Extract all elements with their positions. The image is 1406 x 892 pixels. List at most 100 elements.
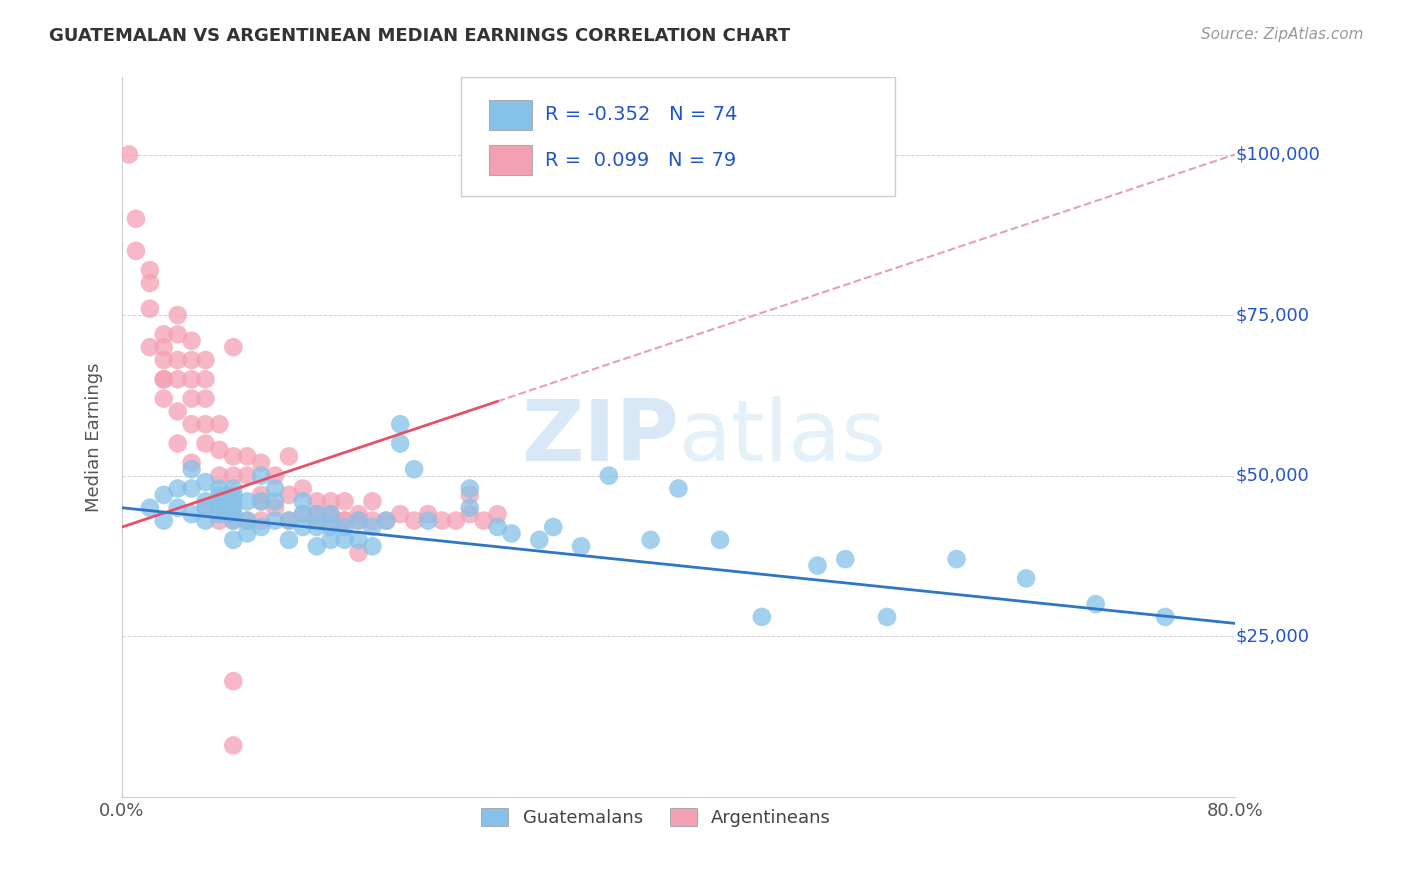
Point: [305, 507, 328, 521]
Point: [361, 494, 384, 508]
Point: [222, 468, 245, 483]
Point: [118, 147, 141, 161]
Text: $50,000: $50,000: [1236, 467, 1309, 484]
Text: $75,000: $75,000: [1236, 306, 1310, 324]
Legend: Guatemalans, Argentineans: Guatemalans, Argentineans: [474, 801, 838, 835]
Point: [834, 552, 856, 566]
Point: [180, 392, 202, 406]
Point: [291, 520, 314, 534]
Point: [194, 353, 217, 368]
Point: [416, 507, 439, 521]
Point: [751, 610, 773, 624]
Point: [166, 327, 188, 342]
Point: [278, 450, 301, 464]
Point: [458, 488, 481, 502]
Text: R = -0.352   N = 74: R = -0.352 N = 74: [546, 105, 737, 124]
Point: [1154, 610, 1177, 624]
Point: [389, 436, 412, 450]
Point: [250, 520, 273, 534]
Point: [222, 514, 245, 528]
FancyBboxPatch shape: [489, 100, 531, 130]
Point: [152, 488, 174, 502]
Point: [166, 482, 188, 496]
Point: [333, 514, 356, 528]
Point: [945, 552, 967, 566]
Point: [236, 450, 259, 464]
Point: [180, 372, 202, 386]
Point: [208, 482, 231, 496]
Point: [305, 507, 328, 521]
Text: atlas: atlas: [678, 396, 886, 479]
Point: [389, 417, 412, 432]
Point: [347, 514, 370, 528]
Point: [291, 507, 314, 521]
Point: [319, 533, 342, 547]
Point: [278, 514, 301, 528]
Point: [1084, 597, 1107, 611]
Point: [222, 514, 245, 528]
Point: [180, 353, 202, 368]
Point: [222, 340, 245, 354]
Point: [166, 353, 188, 368]
Point: [472, 514, 495, 528]
Point: [375, 514, 398, 528]
Point: [305, 514, 328, 528]
Point: [194, 417, 217, 432]
Point: [236, 494, 259, 508]
Point: [194, 494, 217, 508]
Point: [375, 514, 398, 528]
Point: [180, 456, 202, 470]
Point: [319, 507, 342, 521]
Point: [333, 494, 356, 508]
Point: [139, 301, 162, 316]
Text: $25,000: $25,000: [1236, 627, 1310, 645]
Point: [208, 488, 231, 502]
Point: [876, 610, 898, 624]
Point: [125, 244, 148, 258]
Point: [139, 276, 162, 290]
Point: [319, 494, 342, 508]
Point: [222, 494, 245, 508]
Point: [264, 482, 287, 496]
Point: [180, 417, 202, 432]
Point: [278, 514, 301, 528]
Point: [166, 436, 188, 450]
Point: [291, 494, 314, 508]
Point: [194, 372, 217, 386]
Point: [264, 468, 287, 483]
Point: [569, 539, 592, 553]
Point: [264, 500, 287, 515]
Point: [222, 482, 245, 496]
Point: [236, 526, 259, 541]
Point: [1015, 571, 1038, 585]
Point: [250, 488, 273, 502]
Point: [640, 533, 662, 547]
Text: Source: ZipAtlas.com: Source: ZipAtlas.com: [1201, 27, 1364, 42]
Point: [361, 539, 384, 553]
Point: [264, 514, 287, 528]
Point: [264, 494, 287, 508]
Point: [416, 514, 439, 528]
Text: R =  0.099   N = 79: R = 0.099 N = 79: [546, 151, 737, 169]
Point: [166, 404, 188, 418]
Point: [333, 520, 356, 534]
Point: [139, 340, 162, 354]
Point: [347, 507, 370, 521]
Point: [278, 488, 301, 502]
Point: [305, 539, 328, 553]
Point: [222, 488, 245, 502]
Y-axis label: Median Earnings: Median Earnings: [86, 362, 103, 512]
Point: [347, 533, 370, 547]
Point: [125, 211, 148, 226]
Point: [152, 514, 174, 528]
Point: [166, 500, 188, 515]
Point: [666, 482, 689, 496]
Point: [250, 456, 273, 470]
FancyBboxPatch shape: [489, 145, 531, 175]
Point: [333, 514, 356, 528]
Point: [166, 372, 188, 386]
Point: [166, 308, 188, 322]
Point: [529, 533, 551, 547]
Point: [709, 533, 731, 547]
Point: [444, 514, 467, 528]
